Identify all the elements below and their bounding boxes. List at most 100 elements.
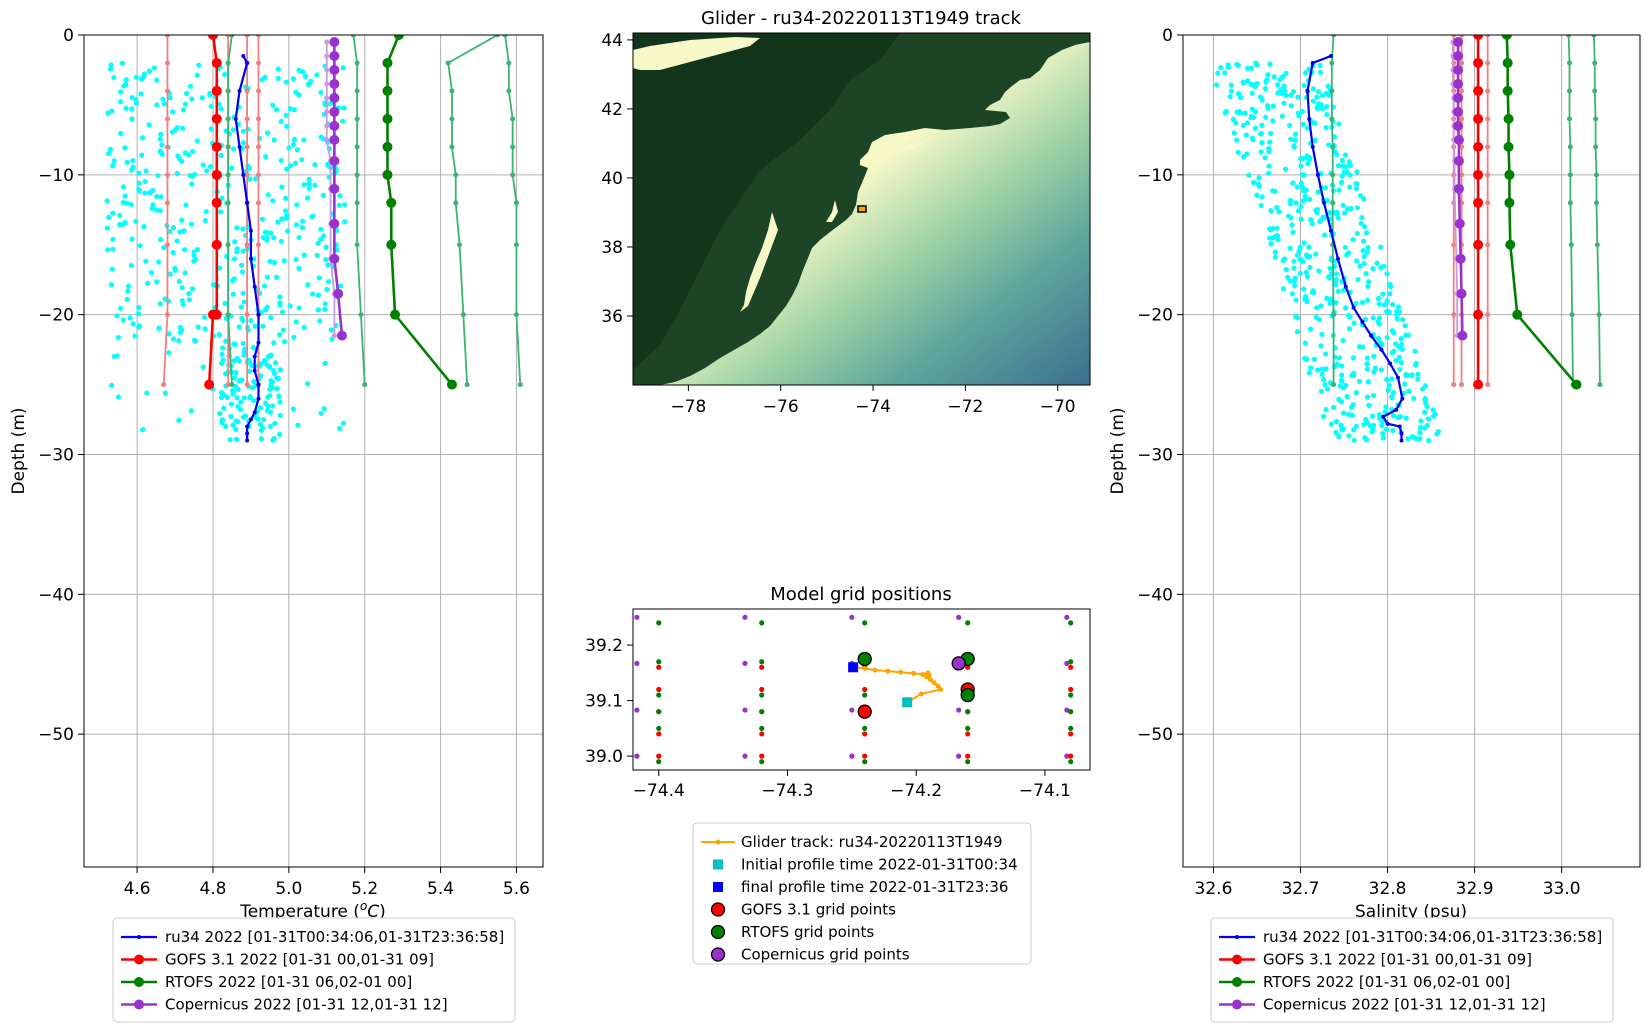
sal-glider-scatter-point [1333,429,1339,436]
temp-legend-rtofs-swatch-marker [134,977,144,987]
sal-glider-scatter-point [1266,149,1272,155]
temp-glider-scatter-point [191,253,197,259]
sal-glider-scatter-point [1402,381,1408,387]
temp-glider-scatter-point [248,318,254,324]
sal-glider-scatter-point [1361,238,1367,244]
sal-glider-scatter-point [1294,252,1301,258]
temp-rtofs-light-series-point [510,116,516,122]
sal-glider-scatter-point [1361,196,1367,202]
temp-glider-series-point [256,396,261,401]
sal-glider-scatter-point [1259,97,1265,103]
temp-gofs-light-series-point [255,200,261,206]
sal-legend-gofs-swatch-marker [1232,954,1242,965]
sal-gofs-light-series-point [1485,382,1491,388]
sal-rtofs-series-point [1571,379,1582,390]
sal-glider-scatter-point [1380,435,1387,441]
sal-glider-series-point [1399,438,1404,443]
sal-glider-scatter-point [1290,229,1296,235]
temp-glider-scatter-point [291,136,298,143]
temp-glider-scatter-point [238,304,244,310]
temp-glider-scatter-point [222,300,228,306]
sal-glider-scatter-point [1293,297,1299,303]
sal-glider-scatter-point [1412,348,1418,354]
temp-glider-scatter-point [296,234,302,241]
temp-gofs-light-series-point [164,60,170,66]
temp-glider-scatter-point [277,302,283,308]
rtofs-grid-point [759,659,765,665]
sal-gofs-light-series-point [1485,312,1491,318]
sal-glider-scatter-point [1350,355,1357,361]
grid-positions-title: Model grid positions [770,584,951,605]
sal-glider-scatter-point [1398,359,1404,366]
copernicus-grid-point [742,753,748,759]
temp-gofs-light-series-point [244,116,250,122]
legend-initial-swatch [713,859,723,870]
sal-glider-scatter-point [1361,421,1367,428]
sal-glider-scatter-point [1336,433,1342,440]
temp-glider-series-point [248,256,253,261]
sal-glider-scatter-point [1346,326,1353,332]
sal-gofs-light-series-point [1485,60,1491,66]
sal-copernicus-series-point [1453,183,1464,194]
temp-copernicus-light-series-point [324,39,330,45]
temp-glider-scatter-point [120,184,127,190]
temp-glider-scatter-point [120,317,127,323]
sal-rtofs-light-series-point [1330,144,1336,150]
map-ytick-label: 36 [601,307,623,327]
temp-glider-scatter-point [293,222,300,228]
temp-glider-scatter-point [186,290,192,297]
temp-glider-scatter-point [263,400,269,406]
temp-legend-glider-label: ru34 2022 [01-31T00:34:06,01-31T23:36:58… [165,928,504,946]
sal-glider-scatter-point [1417,436,1423,442]
legend-initial-label: Initial profile time 2022-01-31T00:34 [741,856,1018,874]
rtofs-grid-point [759,692,765,698]
sal-gofs-light-series-point [1459,172,1465,178]
temp-glider-scatter-point [182,101,189,107]
map-ticks: −78 −76 −74 −72 −70 36 38 40 42 44 [601,31,1075,417]
temp-glider-scatter-point [107,146,114,152]
sal-glider-scatter-point [1379,422,1385,429]
temp-glider-scatter-point [208,126,214,132]
sal-glider-scatter-point [1389,395,1395,401]
sal-glider-scatter-point [1348,205,1354,212]
grid-xtick-label: −74.4 [633,781,685,801]
temp-glider-scatter-point [241,299,248,305]
temp-glider-scatter-point [110,210,116,216]
sal-glider-scatter-point [1435,429,1441,435]
sal-glider-scatter-point [1305,161,1311,167]
map-ytick-label: 42 [601,100,623,120]
sal-ytick-label: −40 [1137,585,1173,605]
temp-glider-scatter-point [324,161,331,167]
sal-glider-scatter-point [1365,244,1371,251]
temp-glider-scatter-point [170,250,176,256]
sal-glider-scatter-point [1321,376,1327,383]
sal-glider-scatter-point [1418,418,1424,424]
sal-ytick-label: −30 [1137,445,1173,465]
sal-glider-scatter-point [1347,314,1353,320]
temp-gofs-light-series-point [255,172,261,178]
temp-glider-scatter-point [306,181,312,187]
sal-glider-scatter-point [1324,197,1330,204]
sal-glider-scatter-point [1250,114,1257,121]
temp-glider-scatter-point [142,178,148,185]
temp-glider-scatter-point [291,107,297,113]
sal-glider-scatter-point [1286,122,1293,129]
temperature-legend: ru34 2022 [01-31T00:34:06,01-31T23:36:58… [112,917,516,1023]
sal-glider-scatter-point [1295,94,1301,100]
temp-gofs-light-series-point [244,88,250,94]
sal-glider-scatter-point [1304,125,1310,131]
temp-glider-scatter-point [340,118,346,124]
temp-rtofs-light-series-point [457,242,463,248]
temp-gofs-light-series-point [244,144,250,150]
temp-rtofs-light-series-point [225,144,231,150]
temp-glider-scatter-point [230,127,237,133]
temp-glider-scatter-point [158,131,164,137]
sal-legend-rtofs-swatch-marker [1232,977,1242,987]
temp-glider-scatter-point [318,134,324,140]
sal-rtofs-series-point [1501,35,1512,40]
sal-glider-scatter-point [1350,237,1356,243]
temp-glider-scatter-point [174,238,180,244]
sal-glider-scatter-point [1241,154,1247,160]
temp-gofs-series-point [211,141,222,152]
sal-gofs-series-point [1473,85,1484,96]
